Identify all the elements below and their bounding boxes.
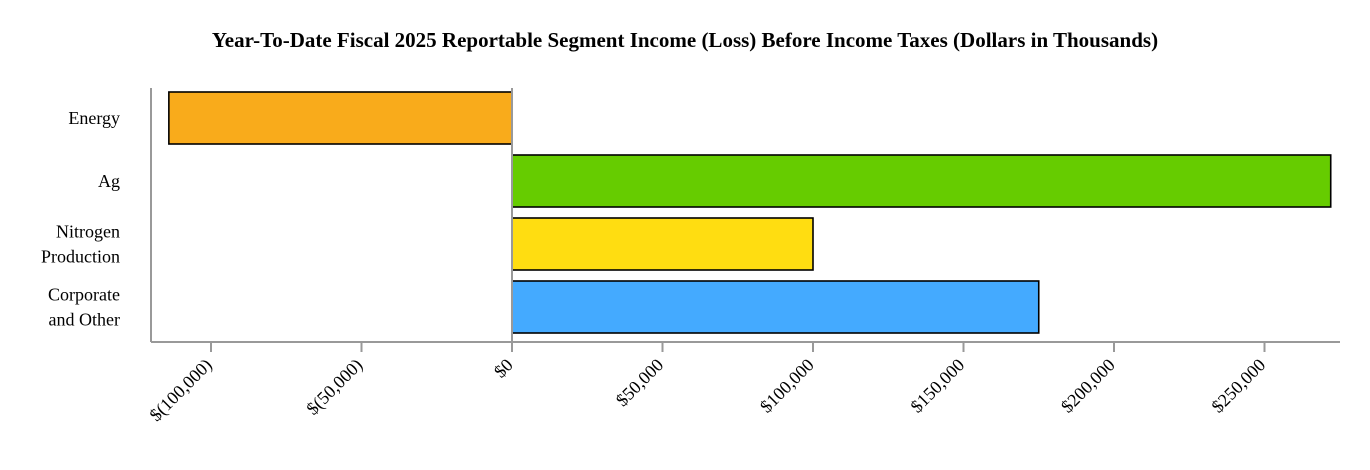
bar-2 bbox=[511, 217, 814, 271]
x-tick-label: $50,000 bbox=[612, 355, 668, 411]
category-labels: Energy Ag Nitrogen Production Corporate and O… bbox=[41, 108, 120, 330]
bars-group bbox=[168, 91, 1332, 334]
x-tick-label: $200,000 bbox=[1057, 355, 1119, 417]
x-tick-label: $(50,000) bbox=[302, 355, 367, 420]
category-label: and Other bbox=[49, 310, 120, 330]
axes-group bbox=[150, 88, 1340, 352]
category-label: Production bbox=[41, 247, 120, 267]
category-label: Energy bbox=[68, 108, 120, 128]
x-tick-label: $250,000 bbox=[1207, 355, 1269, 417]
category-label: Nitrogen bbox=[56, 222, 120, 242]
x-tick-label: $(100,000) bbox=[145, 355, 216, 426]
category-label: Corporate bbox=[48, 285, 120, 305]
x-tick-label: $100,000 bbox=[756, 355, 818, 417]
category-label: Ag bbox=[98, 171, 120, 191]
chart-title: Year-To-Date Fiscal 2025 Reportable Segm… bbox=[211, 28, 1159, 52]
bar-3 bbox=[511, 280, 1040, 334]
x-tick-label: $0 bbox=[490, 355, 517, 382]
bar-1 bbox=[511, 154, 1332, 208]
bar-0 bbox=[168, 91, 513, 145]
tick-labels: $(100,000) $(50,000) $0 $50,000 $100,000 $150… bbox=[145, 355, 1269, 426]
x-tick-label: $150,000 bbox=[906, 355, 968, 417]
